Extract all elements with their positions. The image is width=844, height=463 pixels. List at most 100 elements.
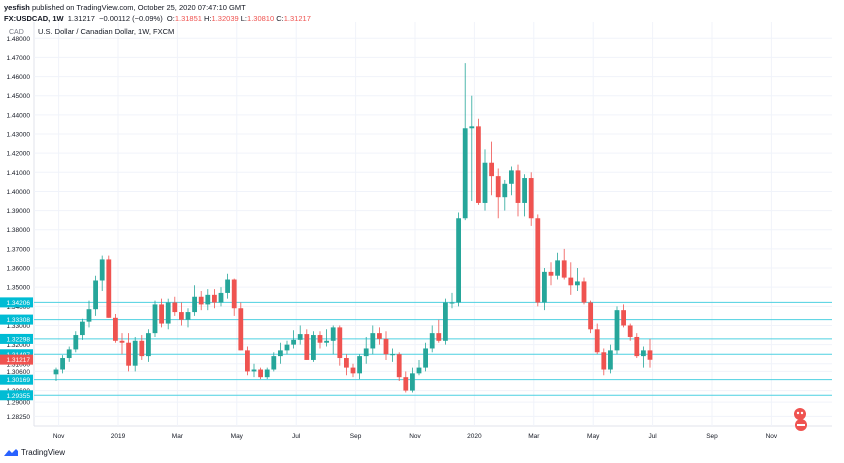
publisher-name[interactable]: yesfish [4, 3, 30, 12]
candle [535, 214, 541, 307]
level-label-bg [0, 297, 33, 308]
candle [423, 342, 428, 372]
candle [561, 248, 567, 280]
candle-body [172, 302, 178, 313]
candle [627, 323, 633, 341]
candle-body [86, 309, 92, 322]
candle-body [159, 304, 164, 324]
candle [93, 275, 98, 316]
candle [86, 300, 92, 328]
candle-body [165, 302, 171, 324]
candle [608, 344, 613, 374]
close-label: C: [276, 14, 284, 23]
candle [231, 278, 237, 316]
low-label: L: [240, 14, 248, 23]
candle [66, 346, 72, 362]
candle-body [568, 277, 574, 286]
grid [33, 22, 832, 427]
candle-body [601, 352, 607, 370]
candle-body [495, 176, 501, 198]
chart-area[interactable]: 1.48000 1.47000 1.46000 1.45000 1.44000 1.430… [0, 22, 844, 446]
candle [99, 255, 105, 292]
candle [350, 363, 356, 378]
candle [264, 367, 270, 380]
candle-body [218, 292, 224, 303]
y-tick-label: 1.47000 [7, 55, 31, 62]
candle [311, 331, 316, 362]
x-tick-label: 2019 [111, 433, 126, 440]
x-tick-label: May [587, 433, 600, 440]
candle [297, 325, 303, 345]
candle-body [588, 302, 593, 330]
candle [291, 330, 296, 349]
candle [390, 348, 395, 362]
y-tick-label: 1.36000 [7, 266, 31, 273]
y-tick-label: 1.32000 [7, 342, 31, 349]
candle-body [489, 162, 494, 177]
candle [575, 268, 580, 292]
tradingview-logo-icon [4, 448, 18, 457]
candle-body [390, 354, 395, 356]
candle-body [344, 358, 349, 368]
candle-body [297, 334, 303, 340]
x-tick-label: 2020 [467, 433, 482, 440]
candle-body [548, 271, 554, 276]
candle-body [363, 348, 369, 357]
publish-info: published on TradingView.com, October 25… [29, 3, 246, 12]
candle-body [251, 369, 257, 372]
candle-body [614, 310, 620, 351]
candle-body [522, 178, 527, 203]
level-label-bg [0, 349, 33, 360]
candle-body [284, 344, 290, 351]
candle [548, 262, 554, 286]
candle [198, 291, 204, 311]
candle [159, 298, 164, 328]
candle [185, 308, 191, 328]
y-tick-label: 1.45000 [7, 93, 31, 100]
candle [278, 342, 283, 364]
candle-body [403, 377, 409, 391]
candle-body [456, 218, 461, 303]
y-tick-label: 1.39000 [7, 208, 31, 215]
candle [73, 331, 79, 353]
candle [60, 355, 65, 374]
candle [502, 179, 508, 211]
candle-body [370, 333, 376, 349]
candle-body [106, 259, 112, 318]
y-tick-label: 1.35000 [7, 285, 31, 292]
candle-body [502, 183, 508, 198]
y-tick-label: 1.38000 [7, 227, 31, 234]
candle [106, 255, 112, 318]
candle-body [113, 317, 118, 341]
candle [205, 289, 211, 311]
candle-body [594, 329, 600, 353]
candle-body [555, 260, 560, 276]
level-label: 1.32298 [7, 336, 31, 343]
candle [495, 168, 501, 219]
publish-line: yesfish published on TradingView.com, Oc… [4, 2, 311, 13]
y-tick-label: 1.48000 [7, 36, 31, 43]
candle-body [245, 350, 250, 372]
candle [218, 287, 224, 307]
brand-name[interactable]: TradingView [21, 448, 66, 457]
footer: TradingView [4, 448, 65, 457]
horizontal-levels[interactable]: 1.342061.333081.322981.314971.301691.293… [0, 297, 832, 401]
candle [258, 367, 263, 380]
y-tick-label: 1.43000 [7, 132, 31, 139]
candle [410, 367, 415, 393]
candle-body [476, 126, 481, 203]
candlestick-chart[interactable]: 1.48000 1.47000 1.46000 1.45000 1.44000 1.430… [0, 22, 844, 446]
candle [443, 298, 448, 345]
candle [588, 300, 593, 334]
candle [245, 346, 250, 376]
candle-body [634, 336, 640, 357]
candle [429, 325, 435, 353]
candle [614, 306, 620, 355]
y-tick-label: 1.28250 [7, 414, 31, 421]
candle [515, 164, 521, 217]
candle-body [561, 260, 567, 278]
x-tick-label: Jul [648, 433, 657, 440]
candle-body [337, 327, 343, 359]
candle-body [60, 358, 65, 370]
level-label-bg [0, 374, 33, 385]
